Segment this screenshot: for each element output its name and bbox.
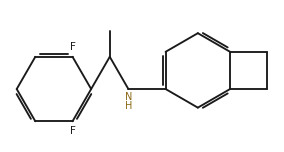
Text: F: F — [70, 43, 76, 52]
Text: N
H: N H — [125, 92, 133, 111]
Text: F: F — [70, 126, 76, 136]
